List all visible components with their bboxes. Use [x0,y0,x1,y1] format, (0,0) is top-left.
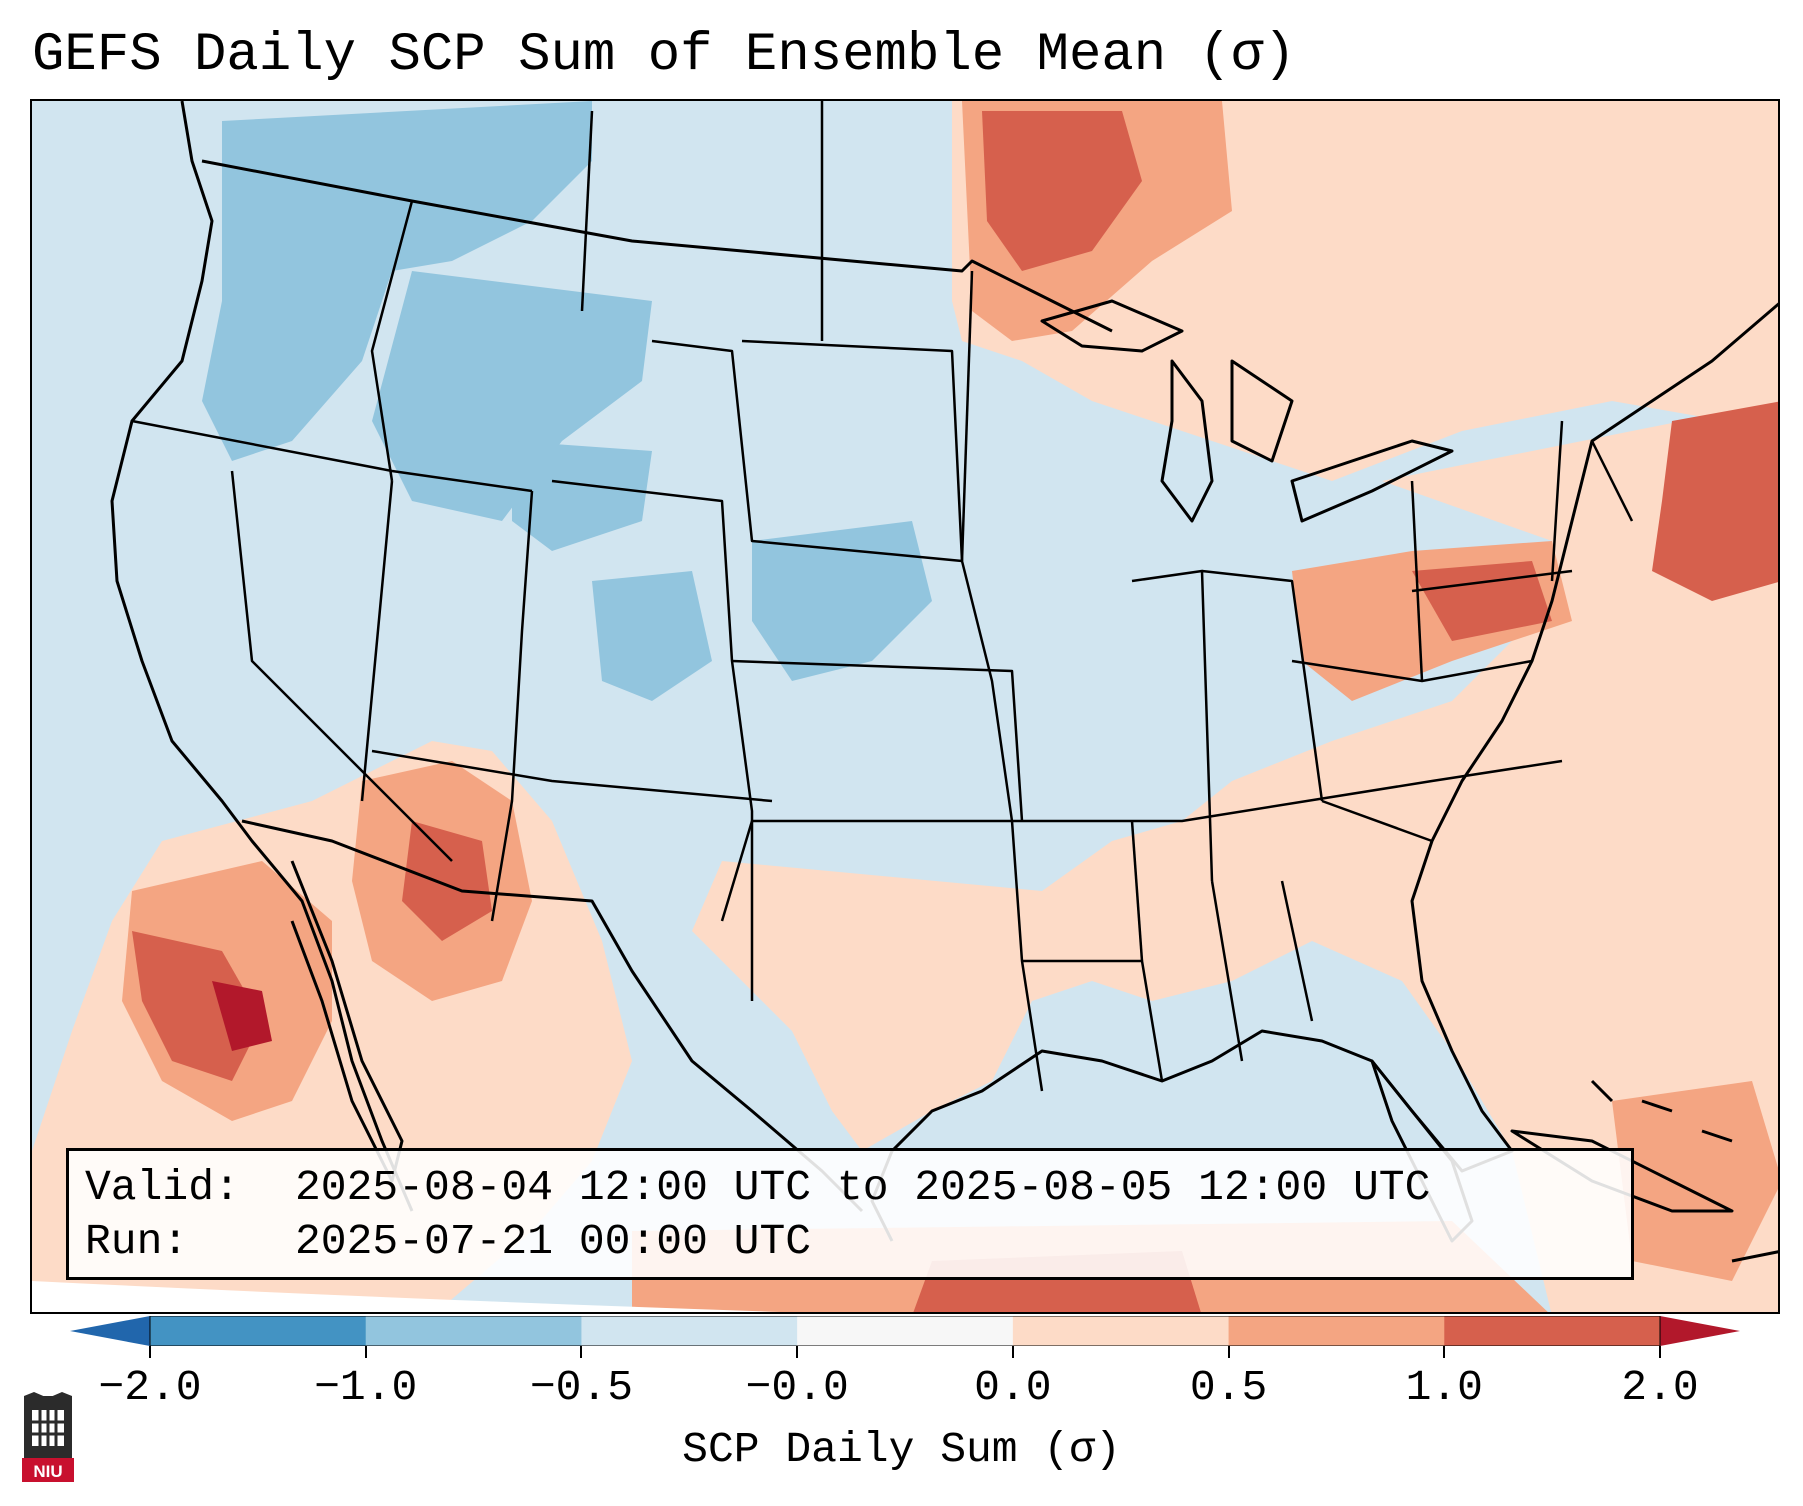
field-cool-montana [372,271,652,521]
colorbar-tick [580,1346,583,1358]
boundaries-layer [110,101,1778,1263]
field-warm-canada-core [982,111,1142,271]
logo-text: NIU [33,1462,62,1481]
colorbar-tick [1659,1346,1661,1358]
colorbar-outline [149,1316,1661,1346]
colorbar-extend-low [70,1316,150,1346]
colorbar-tick-label: −1.0 [314,1363,418,1412]
colorbar-segment [797,1316,1014,1346]
field-warm-pacific-core [132,931,262,1081]
colorbar-tick-label: −0.5 [529,1363,634,1412]
map-title: GEFS Daily SCP Sum of Ensemble Mean (σ) [32,25,1296,86]
lake-superior [1040,299,1184,353]
lake-michigan [1160,359,1214,523]
colorbar-title: SCP Daily Sum (σ) [682,1425,1121,1474]
valid-label: Valid: [85,1163,240,1212]
field-warm-penn-core [1412,561,1552,641]
colorbar-tick-label: 0.5 [1189,1363,1268,1412]
colorbar-tick-label: 1.0 [1405,1363,1483,1412]
colorbar-extend-high [1660,1316,1740,1346]
lake-erie-ontario [1290,439,1454,523]
field-cool-northwest [202,101,592,461]
valid-value: 2025-08-04 12:00 UTC to 2025-08-05 12:00… [295,1163,1431,1212]
field-warm-baja-max [212,981,272,1051]
hispaniola-island [1731,1250,1778,1263]
run-row: Run: 2025-07-21 00:00 UTC [85,1215,1631,1269]
projection-edge [32,1281,781,1312]
map-svg [32,101,1778,1312]
field-warm-northeast-strong [1652,401,1778,601]
colorbar-segments [150,1316,1661,1346]
run-label: Run: [85,1217,189,1266]
valid-row: Valid: 2025-08-04 12:00 UTC to 2025-08-0… [85,1161,1631,1215]
validity-info-box: Valid: 2025-08-04 12:00 UTC to 2025-08-0… [66,1148,1634,1280]
field-warm-caribbean [1612,1081,1778,1281]
field-cool-kansas [752,521,932,681]
run-value: 2025-07-21 00:00 UTC [295,1217,812,1266]
state-borders [131,101,1634,1092]
colorbar-segment [150,1316,367,1346]
colorbar-segment [365,1316,582,1346]
colorbar-segment [581,1316,798,1346]
field-cool-wyoming [512,441,652,551]
field-warm-east [692,401,1778,1312]
colorbar-tick [149,1346,151,1358]
colorbar [70,1316,1740,1346]
west-coastline [110,101,414,1212]
bahamas-islands [1590,1079,1733,1143]
colorbar-tick [1443,1346,1446,1358]
field-cool-colorado [592,571,712,701]
colorbar-tick [1227,1346,1230,1358]
colorbar-segment [1228,1316,1445,1346]
colorbar-tick [364,1346,367,1358]
colorbar-tick-label: 0.0 [974,1363,1052,1412]
niu-logo-icon: NIU [22,1392,74,1482]
lake-huron [1230,359,1294,463]
field-warm-arizona-core [402,821,492,941]
colorbar-tick-label: 2.0 [1621,1363,1699,1412]
map-panel[interactable] [30,99,1780,1314]
colorbar-tick [796,1346,799,1358]
colorbar-segment [1012,1316,1230,1346]
colorbar-segment [1444,1316,1661,1346]
colorbar-tick [1011,1346,1014,1358]
colorbar-tick-label: −0.0 [745,1363,849,1412]
colorbar-tick-label: −2.0 [98,1363,202,1412]
